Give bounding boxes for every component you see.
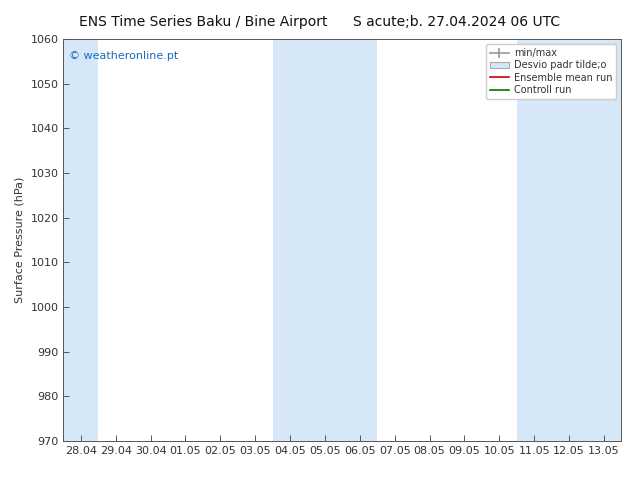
Bar (517, 39, 552, 441)
Bar (552, 39, 586, 441)
Text: ENS Time Series Baku / Bine Airport: ENS Time Series Baku / Bine Airport (79, 15, 327, 29)
Legend: min/max, Desvio padr tilde;o, Ensemble mean run, Controll run: min/max, Desvio padr tilde;o, Ensemble m… (486, 44, 616, 99)
Y-axis label: Surface Pressure (hPa): Surface Pressure (hPa) (15, 177, 25, 303)
Text: S acute;b. 27.04.2024 06 UTC: S acute;b. 27.04.2024 06 UTC (353, 15, 560, 29)
Bar (307, 39, 342, 441)
Bar (63, 39, 98, 441)
Bar (586, 39, 621, 441)
Text: © weatheronline.pt: © weatheronline.pt (69, 51, 178, 61)
Bar (273, 39, 307, 441)
Bar (342, 39, 377, 441)
